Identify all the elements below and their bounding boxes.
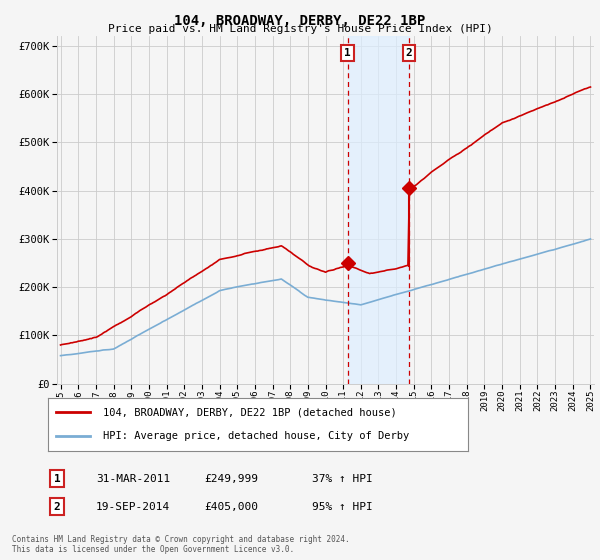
Text: 95% ↑ HPI: 95% ↑ HPI [312, 502, 373, 512]
Text: HPI: Average price, detached house, City of Derby: HPI: Average price, detached house, City… [103, 431, 409, 441]
Text: Price paid vs. HM Land Registry's House Price Index (HPI): Price paid vs. HM Land Registry's House … [107, 24, 493, 34]
Text: 31-MAR-2011: 31-MAR-2011 [96, 474, 170, 484]
Text: Contains HM Land Registry data © Crown copyright and database right 2024.
This d: Contains HM Land Registry data © Crown c… [12, 535, 350, 554]
Text: 1: 1 [344, 48, 351, 58]
Text: 2: 2 [53, 502, 61, 512]
Text: £249,999: £249,999 [204, 474, 258, 484]
Text: 104, BROADWAY, DERBY, DE22 1BP: 104, BROADWAY, DERBY, DE22 1BP [175, 14, 425, 28]
Text: 19-SEP-2014: 19-SEP-2014 [96, 502, 170, 512]
Bar [347, 36, 409, 384]
Text: 2: 2 [406, 48, 412, 58]
Text: 1: 1 [53, 474, 61, 484]
Text: £405,000: £405,000 [204, 502, 258, 512]
Text: 104, BROADWAY, DERBY, DE22 1BP (detached house): 104, BROADWAY, DERBY, DE22 1BP (detached… [103, 408, 397, 418]
Text: 37% ↑ HPI: 37% ↑ HPI [312, 474, 373, 484]
